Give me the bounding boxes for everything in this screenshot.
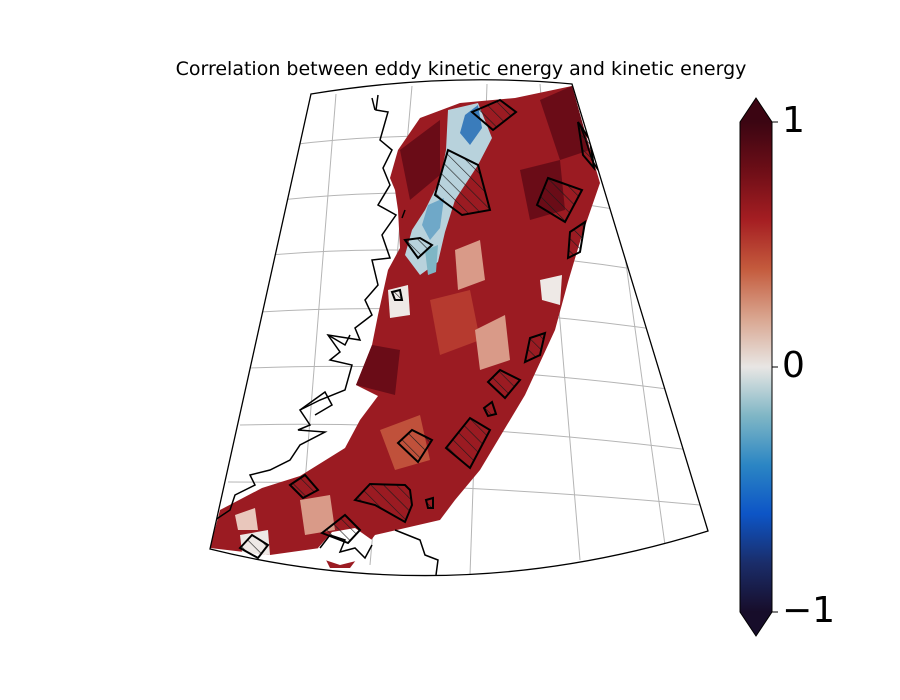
hatched-region <box>319 513 362 545</box>
hatched-region <box>424 496 434 509</box>
hatched-region <box>238 533 270 560</box>
hatched-region <box>482 400 498 418</box>
colorbar-tick-label: −1 <box>782 590 836 631</box>
colorbar-extend-min <box>740 612 772 636</box>
hatched-region <box>403 236 434 260</box>
field-patch <box>540 86 590 160</box>
field-negative-core <box>422 198 444 240</box>
field-patch <box>540 275 562 305</box>
field-main <box>210 86 600 568</box>
colorbar-tick-label: 0 <box>782 345 805 386</box>
hatched-region <box>566 219 587 260</box>
field-patch <box>475 315 510 370</box>
hatched-region <box>523 331 547 364</box>
hatched-region <box>535 176 584 224</box>
colorbar-tick-label: 1 <box>782 100 805 141</box>
hatched-region <box>486 368 522 400</box>
hatched-region <box>396 428 434 464</box>
map-title: Correlation between eddy kinetic energy … <box>175 58 747 80</box>
field-patch <box>430 290 480 355</box>
field-patch <box>235 508 258 530</box>
field-negative-core <box>425 245 438 275</box>
colorbar-extend-max <box>740 98 772 122</box>
colorbar-body <box>740 122 772 612</box>
field-patch <box>300 495 335 535</box>
field-patch <box>356 345 400 395</box>
hatched-region <box>390 288 404 301</box>
colorbar <box>739 97 778 637</box>
hatched-regions <box>238 98 596 560</box>
hatched-region <box>470 98 518 132</box>
field-patch <box>400 120 440 200</box>
hatched-region <box>353 482 414 524</box>
field-patch <box>455 240 485 290</box>
colorbar-ticks <box>772 121 778 613</box>
hatched-region <box>577 121 596 172</box>
hatched-region <box>288 473 320 500</box>
map-frame <box>209 79 709 577</box>
hatched-region <box>444 416 492 470</box>
hatched-region <box>433 148 492 217</box>
